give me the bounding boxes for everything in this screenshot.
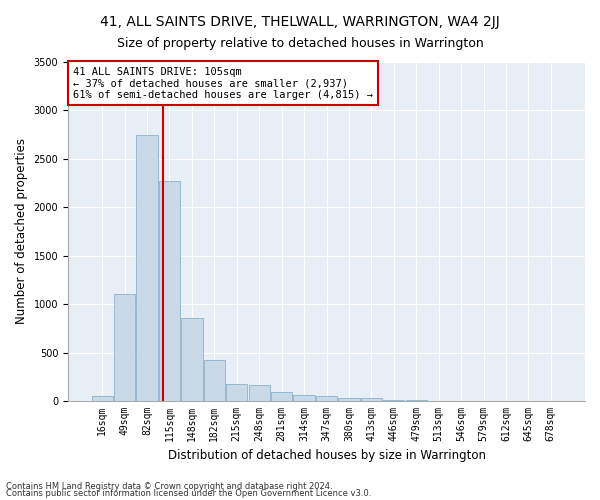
Bar	[159, 181, 180, 401]
Bar	[338, 398, 359, 401]
Bar	[361, 398, 382, 401]
Bar	[406, 400, 427, 401]
Bar	[92, 396, 113, 401]
Text: 41 ALL SAINTS DRIVE: 105sqm
← 37% of detached houses are smaller (2,937)
61% of : 41 ALL SAINTS DRIVE: 105sqm ← 37% of det…	[73, 66, 373, 100]
Y-axis label: Number of detached properties: Number of detached properties	[15, 138, 28, 324]
Bar	[248, 384, 270, 401]
Bar	[316, 396, 337, 401]
Text: Size of property relative to detached houses in Warrington: Size of property relative to detached ho…	[116, 38, 484, 51]
Text: 41, ALL SAINTS DRIVE, THELWALL, WARRINGTON, WA4 2JJ: 41, ALL SAINTS DRIVE, THELWALL, WARRINGT…	[100, 15, 500, 29]
Text: Contains HM Land Registry data © Crown copyright and database right 2024.: Contains HM Land Registry data © Crown c…	[6, 482, 332, 491]
Bar	[203, 360, 225, 401]
Bar	[226, 384, 247, 401]
Bar	[271, 392, 292, 401]
Bar	[181, 318, 203, 401]
X-axis label: Distribution of detached houses by size in Warrington: Distribution of detached houses by size …	[167, 450, 485, 462]
Bar	[293, 395, 315, 401]
Bar	[136, 135, 158, 401]
Bar	[114, 294, 135, 401]
Text: Contains public sector information licensed under the Open Government Licence v3: Contains public sector information licen…	[6, 489, 371, 498]
Bar	[383, 400, 404, 401]
